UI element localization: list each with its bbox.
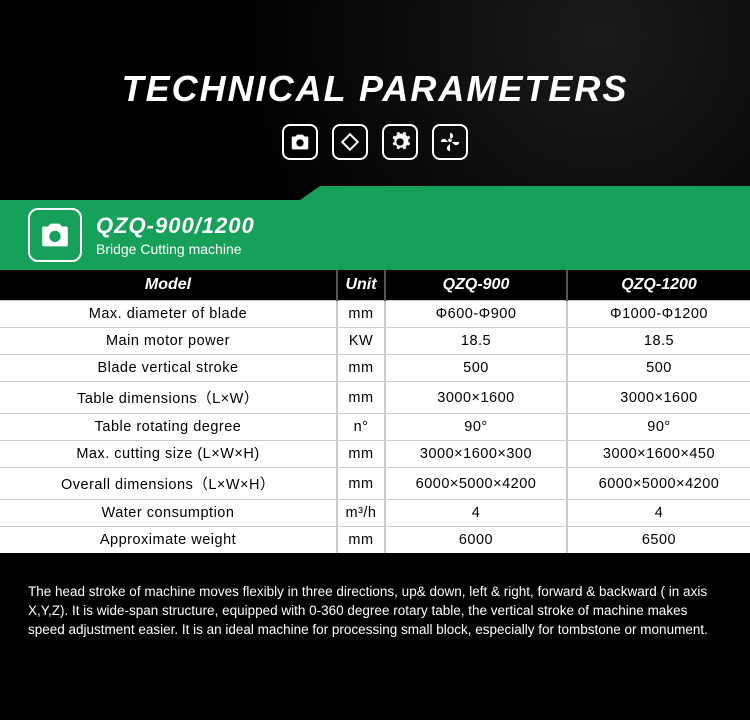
product-bar: QZQ-900/1200 Bridge Cutting machine [0, 200, 750, 270]
th-col2: QZQ-1200 [567, 270, 750, 301]
table-body: Max. diameter of blademmΦ600-Φ900Φ1000-Φ… [0, 301, 750, 554]
table-row: Approximate weightmm60006500 [0, 527, 750, 554]
table-header-row: Model Unit QZQ-900 QZQ-1200 [0, 270, 750, 301]
table-cell: mm [337, 468, 385, 500]
table-cell: 3000×1600×450 [567, 441, 750, 468]
th-model: Model [0, 270, 337, 301]
table-cell: 6500 [567, 527, 750, 554]
table-cell: Max. diameter of blade [0, 301, 337, 328]
product-text: QZQ-900/1200 Bridge Cutting machine [96, 213, 255, 257]
table-cell: KW [337, 328, 385, 355]
table-row: Blade vertical strokemm500500 [0, 355, 750, 382]
table-cell: Approximate weight [0, 527, 337, 554]
table-cell: Table dimensions（L×W） [0, 382, 337, 414]
table-cell: mm [337, 355, 385, 382]
table-row: Table dimensions（L×W）mm3000×16003000×160… [0, 382, 750, 414]
table-cell: mm [337, 301, 385, 328]
camera-icon [282, 124, 318, 160]
table-cell: 500 [385, 355, 567, 382]
table-cell: n° [337, 414, 385, 441]
table-cell: Φ600-Φ900 [385, 301, 567, 328]
fan-icon [432, 124, 468, 160]
table-cell: 6000 [385, 527, 567, 554]
table-cell: m³/h [337, 500, 385, 527]
table-cell: mm [337, 382, 385, 414]
table-cell: 6000×5000×4200 [567, 468, 750, 500]
table-row: Max. cutting size (L×W×H)mm3000×1600×300… [0, 441, 750, 468]
table-row: Overall dimensions（L×W×H）mm6000×5000×420… [0, 468, 750, 500]
table-cell: Table rotating degree [0, 414, 337, 441]
content-wrapper: TECHNICAL PARAMETERS QZQ-900/1200 Bridge… [0, 0, 750, 660]
icon-row [0, 124, 750, 160]
table-cell: 500 [567, 355, 750, 382]
table-cell: Φ1000-Φ1200 [567, 301, 750, 328]
spec-table: Model Unit QZQ-900 QZQ-1200 Max. diamete… [0, 270, 750, 553]
page-title: TECHNICAL PARAMETERS [0, 0, 750, 110]
table-cell: Overall dimensions（L×W×H） [0, 468, 337, 500]
table-cell: 18.5 [385, 328, 567, 355]
table-cell: 6000×5000×4200 [385, 468, 567, 500]
table-cell: 3000×1600 [385, 382, 567, 414]
description-text: The head stroke of machine moves flexibl… [0, 553, 750, 660]
table-cell: Max. cutting size (L×W×H) [0, 441, 337, 468]
table-cell: 90° [385, 414, 567, 441]
diamond-icon [332, 124, 368, 160]
table-cell: Water consumption [0, 500, 337, 527]
table-row: Water consumptionm³/h44 [0, 500, 750, 527]
th-col1: QZQ-900 [385, 270, 567, 301]
table-cell: Blade vertical stroke [0, 355, 337, 382]
table-cell: 4 [567, 500, 750, 527]
product-name: QZQ-900/1200 [96, 213, 255, 239]
table-cell: 4 [385, 500, 567, 527]
product-subtitle: Bridge Cutting machine [96, 241, 255, 257]
table-row: Max. diameter of blademmΦ600-Φ900Φ1000-Φ… [0, 301, 750, 328]
table-cell: Main motor power [0, 328, 337, 355]
table-cell: 3000×1600×300 [385, 441, 567, 468]
table-cell: mm [337, 527, 385, 554]
table-cell: mm [337, 441, 385, 468]
table-cell: 90° [567, 414, 750, 441]
gear-icon [382, 124, 418, 160]
table-cell: 18.5 [567, 328, 750, 355]
product-camera-icon [28, 208, 82, 262]
table-row: Main motor powerKW18.518.5 [0, 328, 750, 355]
th-unit: Unit [337, 270, 385, 301]
table-row: Table rotating degreen°90°90° [0, 414, 750, 441]
table-cell: 3000×1600 [567, 382, 750, 414]
